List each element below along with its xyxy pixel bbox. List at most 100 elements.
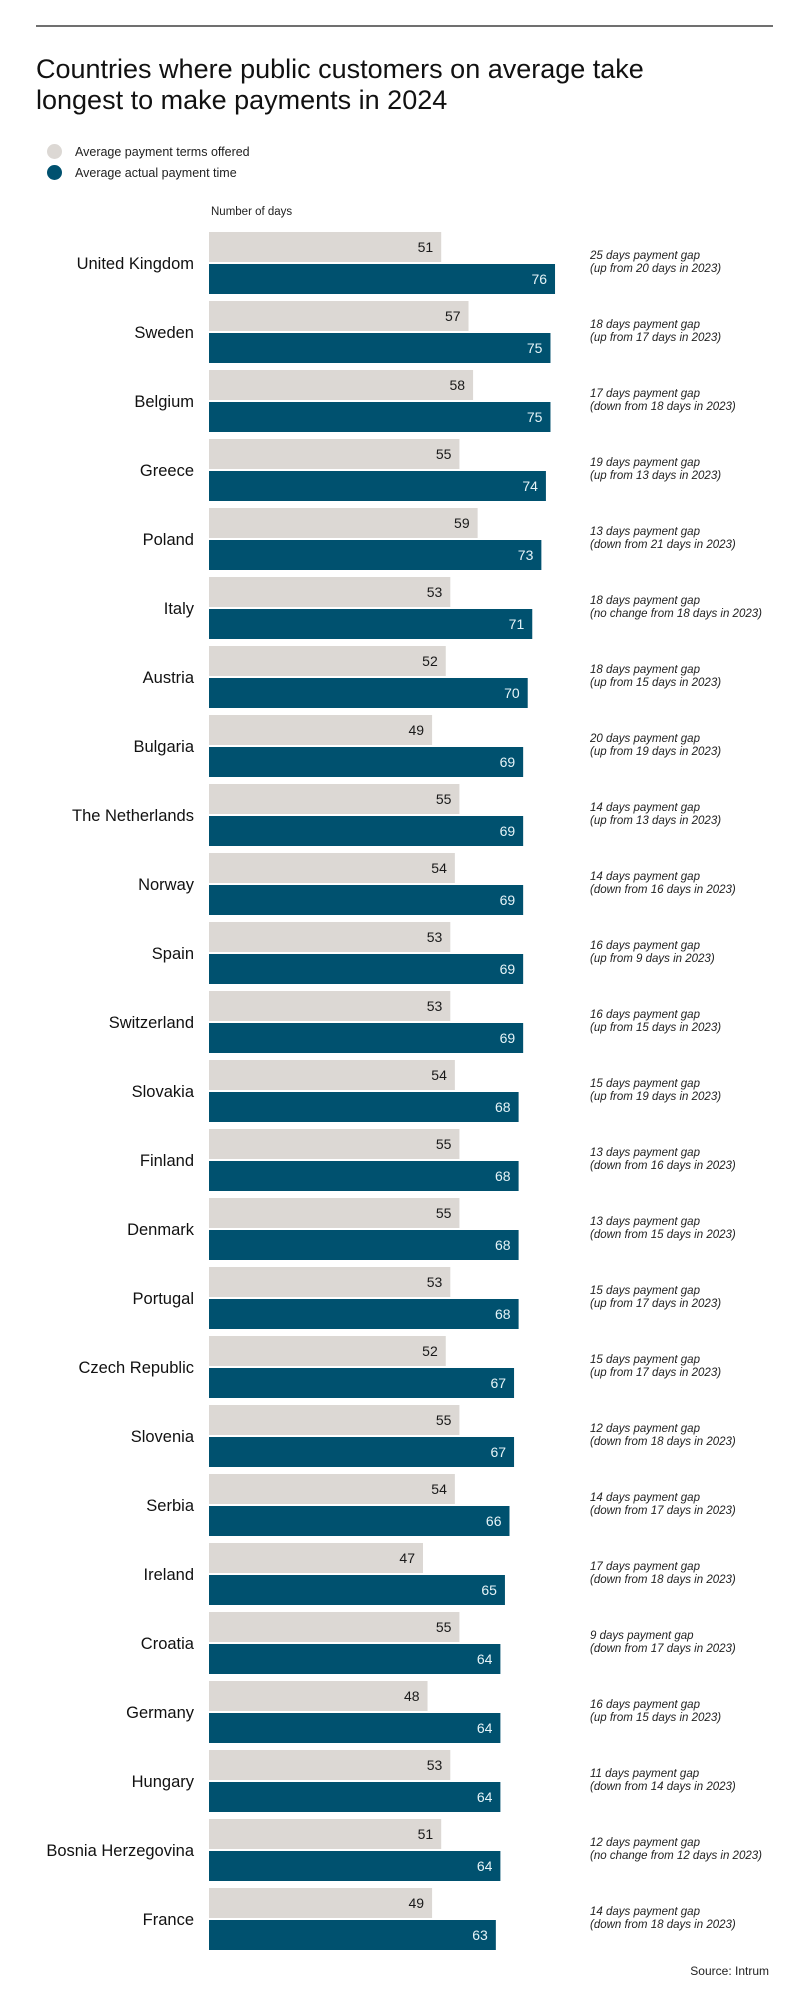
value-label-actual-payment-denmark: 68 [495, 1237, 511, 1253]
gap-change-annotation-ireland: (down from 18 days in 2023) [590, 1574, 736, 1586]
gap-change-annotation-bosnia-herzegovina: (no change from 12 days in 2023) [590, 1850, 762, 1862]
legend-item-actual-payment: Average actual payment time [47, 162, 250, 183]
top-divider [36, 25, 773, 27]
category-label-portugal: Portugal [133, 1290, 194, 1308]
value-label-terms-offered-norway: 54 [431, 860, 447, 876]
category-label-poland: Poland [143, 531, 194, 549]
value-label-terms-offered-poland: 59 [454, 515, 470, 531]
value-label-terms-offered-bosnia-herzegovina: 51 [418, 1826, 434, 1842]
value-label-actual-payment-slovakia: 68 [495, 1099, 511, 1115]
bar-actual-payment-france [209, 1920, 496, 1950]
value-label-terms-offered-portugal: 53 [427, 1274, 443, 1290]
bar-terms-offered-the-netherlands [209, 784, 460, 814]
category-label-ireland: Ireland [144, 1566, 194, 1584]
source-note: Source: Intrum [690, 1964, 769, 1978]
bar-actual-payment-bulgaria [209, 747, 524, 777]
bar-actual-payment-slovakia [209, 1092, 519, 1122]
gap-annotation-hungary: 11 days payment gap [590, 1768, 700, 1780]
value-label-actual-payment-hungary: 64 [477, 1789, 493, 1805]
gap-change-annotation-bulgaria: (up from 19 days in 2023) [590, 746, 721, 758]
gap-change-annotation-spain: (up from 9 days in 2023) [590, 953, 715, 965]
value-label-actual-payment-united-kingdom: 76 [531, 271, 547, 287]
value-label-terms-offered-slovenia: 55 [436, 1412, 452, 1428]
gap-change-annotation-slovenia: (down from 18 days in 2023) [590, 1436, 736, 1448]
gap-annotation-portugal: 15 days payment gap [590, 1285, 701, 1297]
category-label-italy: Italy [164, 600, 195, 618]
gap-change-annotation-greece: (up from 13 days in 2023) [590, 470, 721, 482]
bar-terms-offered-slovakia [209, 1060, 455, 1090]
chart-title: Countries where public customers on aver… [36, 54, 644, 115]
gap-annotation-bulgaria: 20 days payment gap [589, 733, 701, 745]
value-label-terms-offered-belgium: 58 [449, 377, 465, 393]
gap-change-annotation-czech-republic: (up from 17 days in 2023) [590, 1367, 721, 1379]
value-label-terms-offered-denmark: 55 [436, 1205, 452, 1221]
gap-annotation-sweden: 18 days payment gap [590, 319, 701, 331]
legend-swatch-terms-offered [47, 144, 62, 159]
category-label-czech-republic: Czech Republic [78, 1359, 194, 1377]
category-label-the-netherlands: The Netherlands [72, 807, 194, 825]
category-label-finland: Finland [140, 1152, 194, 1170]
gap-change-annotation-the-netherlands: (up from 13 days in 2023) [590, 815, 721, 827]
category-label-austria: Austria [143, 669, 195, 687]
bar-actual-payment-slovenia [209, 1437, 515, 1467]
value-label-actual-payment-sweden: 75 [527, 340, 543, 356]
bar-terms-offered-belgium [209, 370, 474, 400]
gap-change-annotation-france: (down from 18 days in 2023) [590, 1919, 736, 1931]
gap-change-annotation-norway: (down from 16 days in 2023) [590, 884, 736, 896]
category-label-france: France [143, 1911, 194, 1929]
value-label-terms-offered-spain: 53 [427, 929, 443, 945]
gap-change-annotation-poland: (down from 21 days in 2023) [590, 539, 736, 551]
bar-terms-offered-switzerland [209, 991, 451, 1021]
category-label-germany: Germany [126, 1704, 195, 1722]
value-label-terms-offered-serbia: 54 [431, 1481, 447, 1497]
category-label-switzerland: Switzerland [109, 1014, 194, 1032]
category-label-bulgaria: Bulgaria [133, 738, 194, 756]
bar-terms-offered-united-kingdom [209, 232, 442, 262]
bar-actual-payment-germany [209, 1713, 501, 1743]
gap-annotation-germany: 16 days payment gap [590, 1699, 701, 1711]
value-label-actual-payment-germany: 64 [477, 1720, 493, 1736]
legend-label: Average actual payment time [75, 165, 237, 180]
value-label-terms-offered-bulgaria: 49 [409, 722, 425, 738]
value-label-actual-payment-belgium: 75 [527, 409, 543, 425]
bar-actual-payment-czech-republic [209, 1368, 515, 1398]
value-label-actual-payment-serbia: 66 [486, 1513, 502, 1529]
value-label-actual-payment-the-netherlands: 69 [500, 823, 516, 839]
value-label-terms-offered-switzerland: 53 [427, 998, 443, 1014]
bar-terms-offered-hungary [209, 1750, 451, 1780]
value-label-terms-offered-germany: 48 [404, 1688, 420, 1704]
gap-change-annotation-croatia: (down from 17 days in 2023) [590, 1643, 736, 1655]
gap-change-annotation-germany: (up from 15 days in 2023) [590, 1712, 721, 1724]
category-label-spain: Spain [152, 945, 194, 963]
legend-label: Average payment terms offered [75, 144, 250, 159]
bar-actual-payment-hungary [209, 1782, 501, 1812]
value-label-actual-payment-greece: 74 [522, 478, 538, 494]
value-label-terms-offered-france: 49 [409, 1895, 425, 1911]
value-label-terms-offered-hungary: 53 [427, 1757, 443, 1773]
gap-annotation-slovakia: 15 days payment gap [590, 1078, 701, 1090]
bar-actual-payment-poland [209, 540, 542, 570]
value-label-actual-payment-switzerland: 69 [500, 1030, 516, 1046]
gap-annotation-norway: 14 days payment gap [590, 871, 701, 883]
bar-terms-offered-italy [209, 577, 451, 607]
bar-terms-offered-portugal [209, 1267, 451, 1297]
bar-actual-payment-sweden [209, 333, 551, 363]
bar-actual-payment-portugal [209, 1299, 519, 1329]
value-label-terms-offered-finland: 55 [436, 1136, 452, 1152]
gap-annotation-croatia: 9 days payment gap [590, 1630, 694, 1642]
value-label-terms-offered-sweden: 57 [445, 308, 461, 324]
bar-terms-offered-croatia [209, 1612, 460, 1642]
gap-annotation-united-kingdom: 25 days payment gap [589, 250, 701, 262]
gap-annotation-bosnia-herzegovina: 12 days payment gap [590, 1837, 701, 1849]
gap-change-annotation-hungary: (down from 14 days in 2023) [590, 1781, 736, 1793]
value-label-actual-payment-czech-republic: 67 [490, 1375, 506, 1391]
gap-annotation-poland: 13 days payment gap [590, 526, 701, 538]
bar-actual-payment-belgium [209, 402, 551, 432]
value-label-terms-offered-slovakia: 54 [431, 1067, 447, 1083]
value-label-terms-offered-greece: 55 [436, 446, 452, 462]
bar-actual-payment-austria [209, 678, 528, 708]
category-label-slovakia: Slovakia [132, 1083, 195, 1101]
gap-change-annotation-italy: (no change from 18 days in 2023) [590, 608, 762, 620]
category-label-sweden: Sweden [134, 324, 194, 342]
x-axis-label: Number of days [211, 206, 293, 218]
